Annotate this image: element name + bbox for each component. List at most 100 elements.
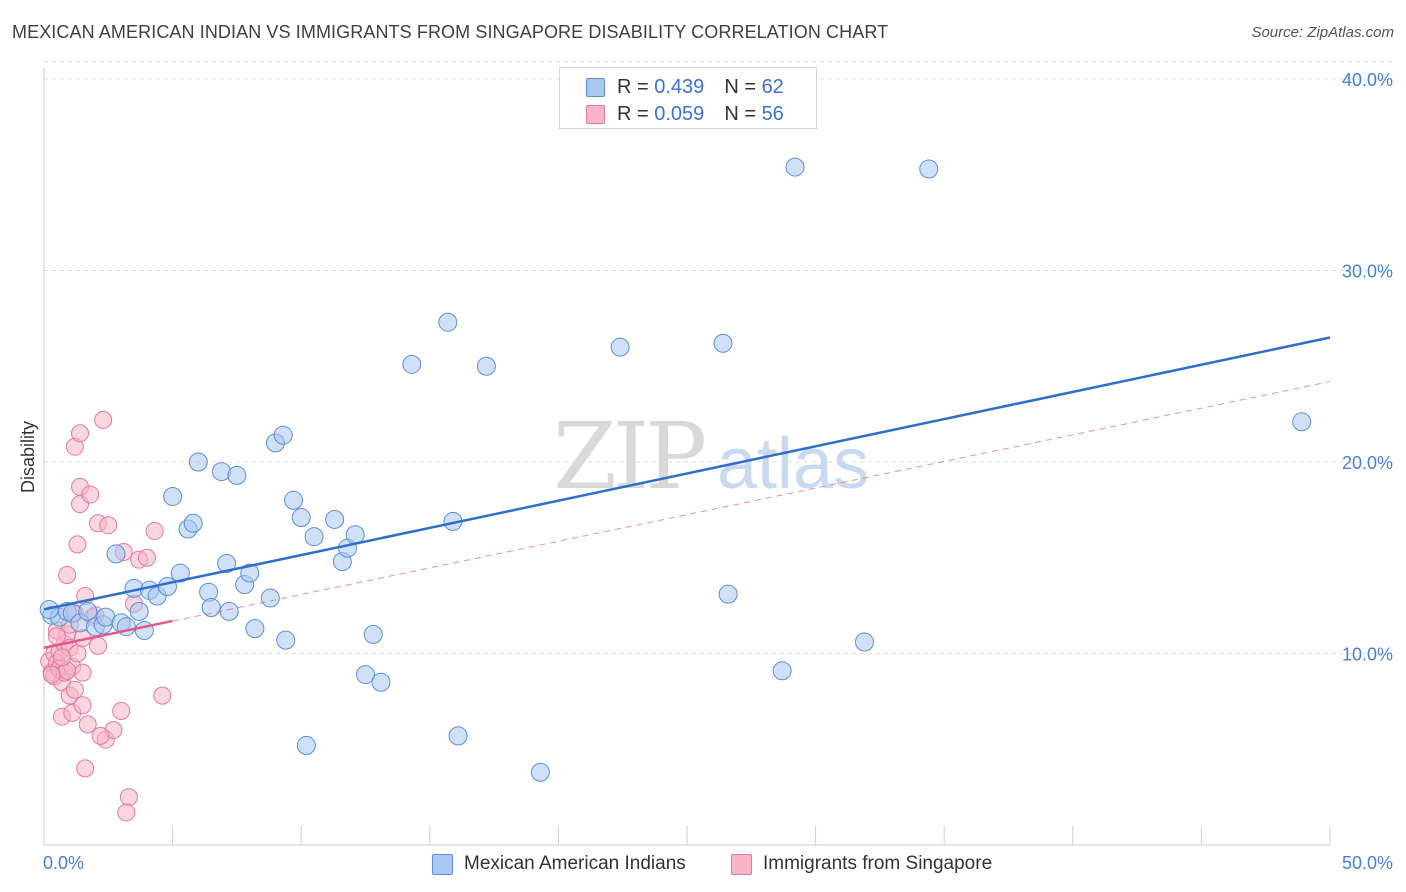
data-point-mexican-american-indian xyxy=(188,452,208,472)
n-value: 56 xyxy=(761,102,784,125)
data-point-mexican-american-indian xyxy=(260,588,280,608)
data-point-singapore xyxy=(153,686,172,705)
y-tick-label: 40.0% xyxy=(1342,70,1393,90)
data-point-singapore xyxy=(99,516,118,535)
data-point-mexican-american-indian xyxy=(772,661,792,681)
data-point-mexican-american-indian xyxy=(276,630,296,650)
data-point-mexican-american-indian xyxy=(304,527,324,547)
series-name: Mexican American Indians xyxy=(464,853,686,874)
data-point-mexican-american-indian xyxy=(476,356,496,376)
trend-line-mexican-american-indians xyxy=(43,336,1331,611)
data-point-singapore xyxy=(42,665,61,684)
source-credit: Source: ZipAtlas.com xyxy=(1251,24,1394,41)
data-point-mexican-american-indian xyxy=(283,490,303,510)
data-point-mexican-american-indian xyxy=(448,726,468,746)
data-point-mexican-american-indian xyxy=(713,333,733,353)
data-point-mexican-american-indian xyxy=(356,665,375,685)
data-point-singapore xyxy=(117,803,136,822)
data-point-mexican-american-indian xyxy=(134,621,154,641)
trend-line-singapore-dashed xyxy=(43,381,1331,649)
data-point-mexican-american-indian xyxy=(530,762,550,782)
r-label: R = xyxy=(617,102,649,125)
legend-row-immigrants-from-singapore: R = 0.059 N = 56 xyxy=(586,102,784,126)
data-point-singapore xyxy=(81,485,100,504)
data-point-singapore xyxy=(53,648,72,667)
data-point-mexican-american-indian xyxy=(402,354,422,374)
data-point-mexican-american-indian xyxy=(245,619,265,639)
y-tick-label: 20.0% xyxy=(1342,453,1393,473)
axes xyxy=(43,68,1331,846)
data-point-mexican-american-indian xyxy=(854,632,874,652)
data-point-mexican-american-indian xyxy=(78,601,98,621)
data-point-mexican-american-indian xyxy=(129,601,149,621)
n-value: 62 xyxy=(761,75,784,98)
y-tick-label: 10.0% xyxy=(1342,645,1393,665)
data-point-singapore xyxy=(119,788,138,807)
data-point-singapore xyxy=(76,759,95,778)
y-axis-label: Disability xyxy=(18,421,38,493)
data-point-mexican-american-indian xyxy=(183,513,203,533)
legend-row-mexican-american-indians: R = 0.439 N = 62 xyxy=(586,75,784,99)
data-point-singapore xyxy=(73,696,92,715)
n-label: N = xyxy=(724,75,756,98)
legend-swatch-blue xyxy=(432,853,453,875)
watermark: ZIP atlas xyxy=(553,403,869,510)
data-point-mexican-american-indian xyxy=(919,159,939,179)
data-point-singapore xyxy=(112,701,131,720)
blue-series-points xyxy=(39,157,1312,782)
data-point-mexican-american-indian xyxy=(227,465,247,485)
data-point-singapore xyxy=(91,726,110,745)
bottom-legend-item-immigrants-from-singapore: Immigrants from Singapore xyxy=(731,851,992,877)
r-label: R = xyxy=(617,75,649,98)
data-point-mexican-american-indian xyxy=(1292,412,1312,432)
data-point-mexican-american-indian xyxy=(219,601,239,621)
r-value: 0.439 xyxy=(654,75,705,98)
data-point-mexican-american-indian xyxy=(201,598,221,618)
series-name: Immigrants from Singapore xyxy=(763,853,993,874)
n-label: N = xyxy=(724,102,756,125)
data-point-singapore xyxy=(71,424,90,443)
data-point-mexican-american-indian xyxy=(217,553,237,573)
data-point-mexican-american-indian xyxy=(363,624,383,644)
data-point-singapore xyxy=(68,644,87,663)
data-point-singapore xyxy=(58,565,77,584)
r-value: 0.059 xyxy=(654,102,705,125)
data-point-mexican-american-indian xyxy=(170,563,190,583)
data-point-mexican-american-indian xyxy=(438,312,458,332)
legend-swatch-pink xyxy=(731,853,752,875)
data-point-mexican-american-indian xyxy=(291,508,311,528)
x-tick-label-max: 50.0% xyxy=(1342,853,1393,873)
data-point-mexican-american-indian xyxy=(371,672,391,692)
data-point-mexican-american-indian xyxy=(163,486,183,506)
data-point-singapore xyxy=(89,636,108,655)
data-point-singapore xyxy=(137,548,156,567)
data-point-mexican-american-indian xyxy=(296,735,316,755)
trend-line-singapore xyxy=(43,619,173,649)
data-point-mexican-american-indian xyxy=(273,425,293,445)
data-point-singapore xyxy=(73,663,92,682)
data-point-singapore xyxy=(65,680,84,699)
data-point-singapore xyxy=(78,715,97,734)
chart-title: MEXICAN AMERICAN INDIAN VS IMMIGRANTS FR… xyxy=(12,22,889,42)
data-point-singapore xyxy=(68,535,87,554)
trend-lines xyxy=(43,336,1331,649)
tick-labels: 10.0% 20.0% 30.0% 40.0% 0.0% 50.0% xyxy=(43,70,1393,873)
legend-swatch-pink xyxy=(586,104,605,124)
data-point-mexican-american-indian xyxy=(106,544,126,564)
x-tick-label-min: 0.0% xyxy=(43,853,84,873)
correlation-legend: R = 0.439 N = 62 R = 0.059 N = 56 xyxy=(559,67,817,129)
data-point-mexican-american-indian xyxy=(610,337,630,357)
y-tick-label: 30.0% xyxy=(1342,262,1393,282)
data-point-mexican-american-indian xyxy=(785,157,805,177)
watermark-zip: ZIP xyxy=(553,403,704,510)
data-point-singapore xyxy=(94,410,113,429)
watermark-atlas: atlas xyxy=(717,424,869,504)
bottom-legend-item-mexican-american-indians: Mexican American Indians xyxy=(432,851,686,877)
data-point-mexican-american-indian xyxy=(718,584,738,604)
data-point-mexican-american-indian xyxy=(240,563,260,583)
data-point-singapore xyxy=(145,521,164,540)
data-point-mexican-american-indian xyxy=(157,576,177,596)
legend-swatch-blue xyxy=(586,77,605,97)
data-point-mexican-american-indian xyxy=(325,509,345,529)
